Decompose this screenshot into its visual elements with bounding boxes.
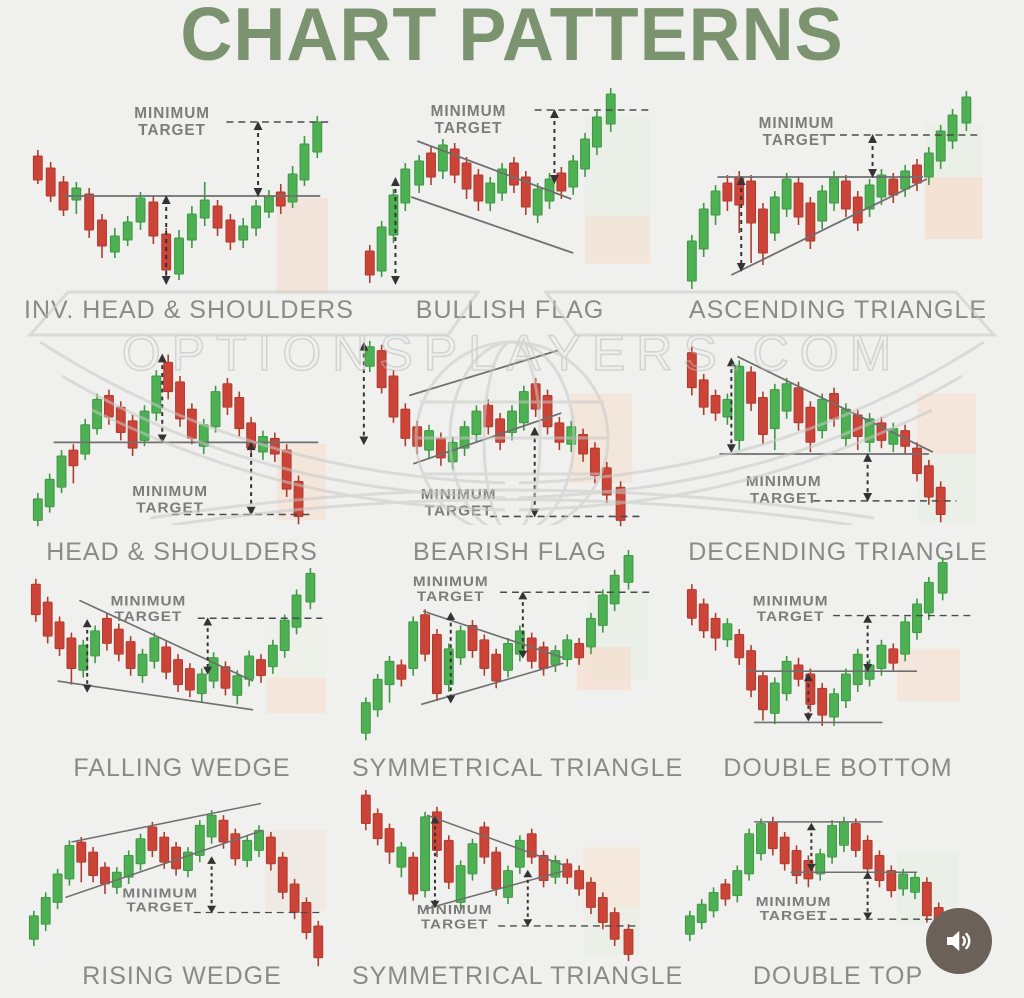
minimum-target-label: MINIMUM [753,594,829,609]
minimum-target-label: TARGET [435,120,503,137]
candlesticks [32,116,323,284]
pattern-label-symmetrical-triangle-bullish: SYMMETRICAL TRIANGLE [352,754,684,782]
pattern-label-falling-wedge: FALLING WEDGE [73,754,291,782]
minimum-target-label: TARGET [136,500,204,517]
pattern-label-bullish-flag: BULLISH FLAG [415,296,605,324]
audio-mute-button[interactable] [926,908,992,974]
pattern-label-decending-triangle: DECENDING TRIANGLE [688,538,988,566]
candlesticks [364,88,616,283]
minimum-target-label: TARGET [760,909,828,924]
minimum-target-label: TARGET [750,490,818,507]
minimum-target-label: MINIMUM [132,483,208,500]
measure-arrows [806,822,873,921]
breakout-zones [276,198,329,293]
breakout-zones [924,123,983,239]
pattern-label-symmetrical-triangle-bearish: SYMMETRICAL TRIANGLE [352,962,684,990]
pattern-label-head-and-shoulders: HEAD & SHOULDERS [46,538,318,566]
minimum-target-label: TARGET [425,503,493,520]
measure-arrows [446,591,528,704]
candlesticks [360,550,634,741]
measure-arrows [391,109,559,285]
minimum-target-label: MINIMUM [413,575,489,590]
measure-arrows [430,816,533,927]
minimum-target-label: TARGET [138,122,206,139]
trendlines [747,670,917,724]
candlesticks [684,816,956,962]
pattern-label-double-top: DOUBLE TOP [752,962,924,990]
candlesticks [686,557,948,726]
minimum-target-label: TARGET [115,610,183,625]
pattern-label-double-bottom: DOUBLE BOTTOM [723,754,953,782]
trendlines [754,821,917,873]
minimum-target-label: TARGET [763,132,831,149]
breakout-zones [897,648,961,701]
measure-arrows [736,134,878,272]
minimum-target-label: MINIMUM [431,103,507,120]
speaker-icon [947,930,971,952]
minimum-target-label: TARGET [757,610,825,625]
trendlines [410,140,574,254]
candlesticks [360,790,634,962]
minimum-target-label: TARGET [417,590,485,605]
page-title: CHART PATTERNS [180,0,844,77]
minimum-target-label: TARGET [126,901,194,916]
minimum-target-label: TARGET [421,917,489,932]
candlesticks [30,568,316,705]
breakout-zones [577,590,649,691]
minimum-target-label: MINIMUM [759,115,835,132]
minimum-target-label: MINIMUM [111,594,187,609]
minimum-target-label: MINIMUM [417,903,493,918]
trendlines [424,814,566,910]
pattern-label-ascending-triangle: ASCENDING TRIANGLE [688,296,988,324]
trendlines [717,176,928,276]
minimum-target-label: MINIMUM [756,895,832,910]
minimum-target-label: MINIMUM [134,105,210,122]
minimum-target-label: MINIMUM [746,473,822,490]
candlesticks [28,810,324,967]
trendlines [65,802,264,899]
pattern-label-bearish-flag: BEARISH FLAG [413,538,607,566]
breakout-zones [917,393,977,523]
measure-arrows [207,856,217,914]
pattern-label-rising-wedge: RISING WEDGE [82,962,282,990]
minimum-target-label: MINIMUM [421,486,497,503]
minimum-target-label: MINIMUM [122,886,198,901]
measure-arrows [161,121,263,285]
pattern-label-inv-head-and-shoulders: INV. HEAD & SHOULDERS [24,296,354,324]
trendlines [420,610,564,706]
candlesticks [686,91,972,289]
